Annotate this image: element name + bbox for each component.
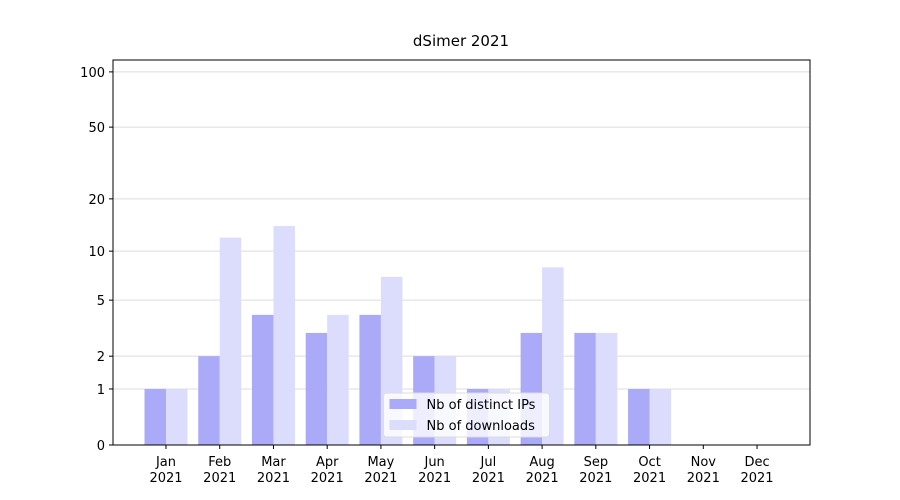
bar <box>327 314 349 445</box>
y-tick-label: 1 <box>97 383 105 398</box>
x-tick-label: Mar 2021 <box>257 455 290 486</box>
bar <box>144 388 166 445</box>
legend-swatch <box>389 399 417 409</box>
bar <box>198 356 220 445</box>
plot-frame <box>112 59 811 446</box>
y-tick-label: 2 <box>97 350 105 365</box>
x-tick-label: Nov 2021 <box>687 455 720 486</box>
y-tick-label: 20 <box>88 193 105 208</box>
bar <box>166 388 188 445</box>
y-tick-label: 50 <box>88 121 105 136</box>
x-tick-label: Jul 2021 <box>472 455 505 486</box>
bar <box>273 226 295 445</box>
x-tick-label: Sep 2021 <box>579 455 612 486</box>
legend-label: Nb of distinct IPs <box>427 398 536 413</box>
bar <box>595 332 618 445</box>
x-tick-label: Jun 2021 <box>418 455 451 486</box>
legend-box <box>383 392 550 438</box>
x-tick-label: Oct 2021 <box>633 455 666 486</box>
bar <box>305 332 328 445</box>
bar <box>219 237 242 445</box>
x-tick-label: Jan 2021 <box>149 455 182 486</box>
bar <box>251 314 274 445</box>
y-tick-label: 100 <box>80 66 105 81</box>
bar <box>628 388 650 445</box>
x-tick-label: Apr 2021 <box>311 455 344 486</box>
legend-swatch <box>389 420 417 430</box>
y-tick-label: 5 <box>97 294 105 309</box>
x-tick-label: Feb 2021 <box>203 455 236 486</box>
bar <box>649 388 672 445</box>
x-tick-label: Aug 2021 <box>526 455 559 486</box>
y-tick-label: 10 <box>88 245 105 260</box>
chart-title: dSimer 2021 <box>413 32 509 50</box>
bar <box>359 314 381 445</box>
x-tick-label: May 2021 <box>364 455 397 486</box>
legend-label: Nb of downloads <box>427 419 536 434</box>
bar <box>574 332 596 445</box>
y-tick-label: 0 <box>97 439 105 454</box>
x-tick-label: Dec 2021 <box>740 455 773 486</box>
